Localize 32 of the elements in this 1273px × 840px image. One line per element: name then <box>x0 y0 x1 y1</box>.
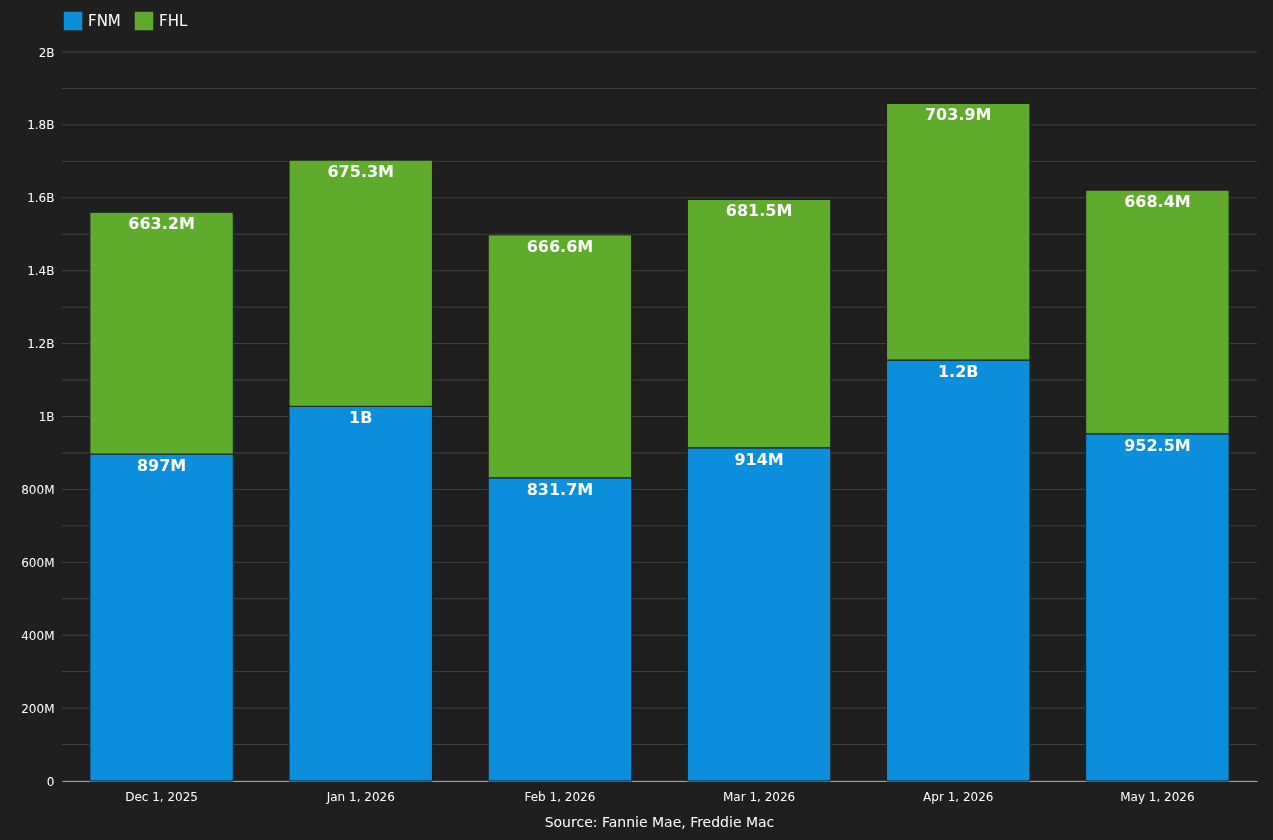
data-label: 663.2M <box>128 214 195 234</box>
y-tick-label: 200M <box>21 701 55 716</box>
data-label: 1B <box>349 408 373 428</box>
data-label: 703.9M <box>924 105 992 125</box>
y-tick-label: 1.2B <box>27 337 55 352</box>
data-label: 1.2B <box>937 362 979 381</box>
data-label: 681.5M <box>725 201 793 221</box>
data-label: 952.5M <box>1124 435 1191 455</box>
data-label: 897M <box>136 456 187 476</box>
legend-label: FNM <box>88 12 121 30</box>
x-tick-label: Apr 1, 2026 <box>923 789 994 804</box>
data-label: 675.3M <box>327 162 395 182</box>
x-tick-label: Mar 1, 2026 <box>722 789 796 804</box>
x-tick-label: Jan 1, 2026 <box>325 789 395 804</box>
source-note: Source: Fannie Mae, Freddie Mac <box>544 814 775 830</box>
y-tick-label: 1.4B <box>27 264 55 279</box>
y-tick-label: 1.8B <box>27 118 55 133</box>
x-tick-label: Feb 1, 2026 <box>524 789 596 804</box>
y-tick-label: 0 <box>46 774 55 789</box>
y-tick-label: 600M <box>21 555 55 570</box>
x-tick-label: May 1, 2026 <box>1120 789 1195 804</box>
y-tick-label: 2B <box>38 45 55 60</box>
y-tick-label: 1B <box>38 410 55 424</box>
x-tick-label: Dec 1, 2025 <box>125 789 199 804</box>
y-tick-label: 1.6B <box>27 191 55 206</box>
data-label: 914M <box>734 449 784 469</box>
legend-label: FHL <box>159 12 188 30</box>
y-tick-label: 800M <box>21 482 55 497</box>
y-tick-label: 400M <box>21 628 55 643</box>
data-label: 666.6M <box>526 236 594 256</box>
data-label: 668.4M <box>1124 192 1191 212</box>
data-label: 831.7M <box>526 479 594 499</box>
